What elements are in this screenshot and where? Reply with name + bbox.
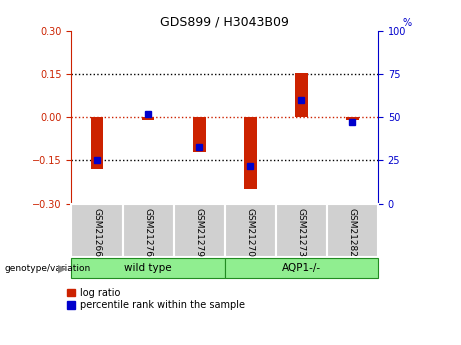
Text: GSM21276: GSM21276	[143, 208, 153, 257]
Bar	[193, 117, 206, 152]
Text: GSM21266: GSM21266	[93, 208, 101, 257]
Legend: log ratio, percentile rank within the sample: log ratio, percentile rank within the sa…	[67, 288, 245, 310]
Text: genotype/variation: genotype/variation	[5, 264, 91, 273]
Bar	[71, 258, 225, 278]
Text: wild type: wild type	[124, 263, 172, 273]
Text: ▶: ▶	[59, 263, 67, 273]
Text: GSM21270: GSM21270	[246, 208, 255, 257]
Bar	[91, 117, 103, 169]
Bar	[244, 117, 257, 189]
Bar	[225, 258, 378, 278]
Text: GSM21282: GSM21282	[348, 208, 357, 257]
Text: GSM21279: GSM21279	[195, 208, 204, 257]
Text: AQP1-/-: AQP1-/-	[282, 263, 321, 273]
Bar	[174, 204, 225, 257]
Title: GDS899 / H3043B09: GDS899 / H3043B09	[160, 16, 289, 29]
Bar	[123, 204, 174, 257]
Text: %: %	[402, 18, 412, 28]
Bar	[295, 73, 308, 117]
Bar	[142, 117, 154, 120]
Bar	[71, 204, 123, 257]
Text: GSM21273: GSM21273	[297, 208, 306, 257]
Bar	[327, 204, 378, 257]
Bar	[276, 204, 327, 257]
Bar	[346, 117, 359, 120]
Bar	[225, 204, 276, 257]
